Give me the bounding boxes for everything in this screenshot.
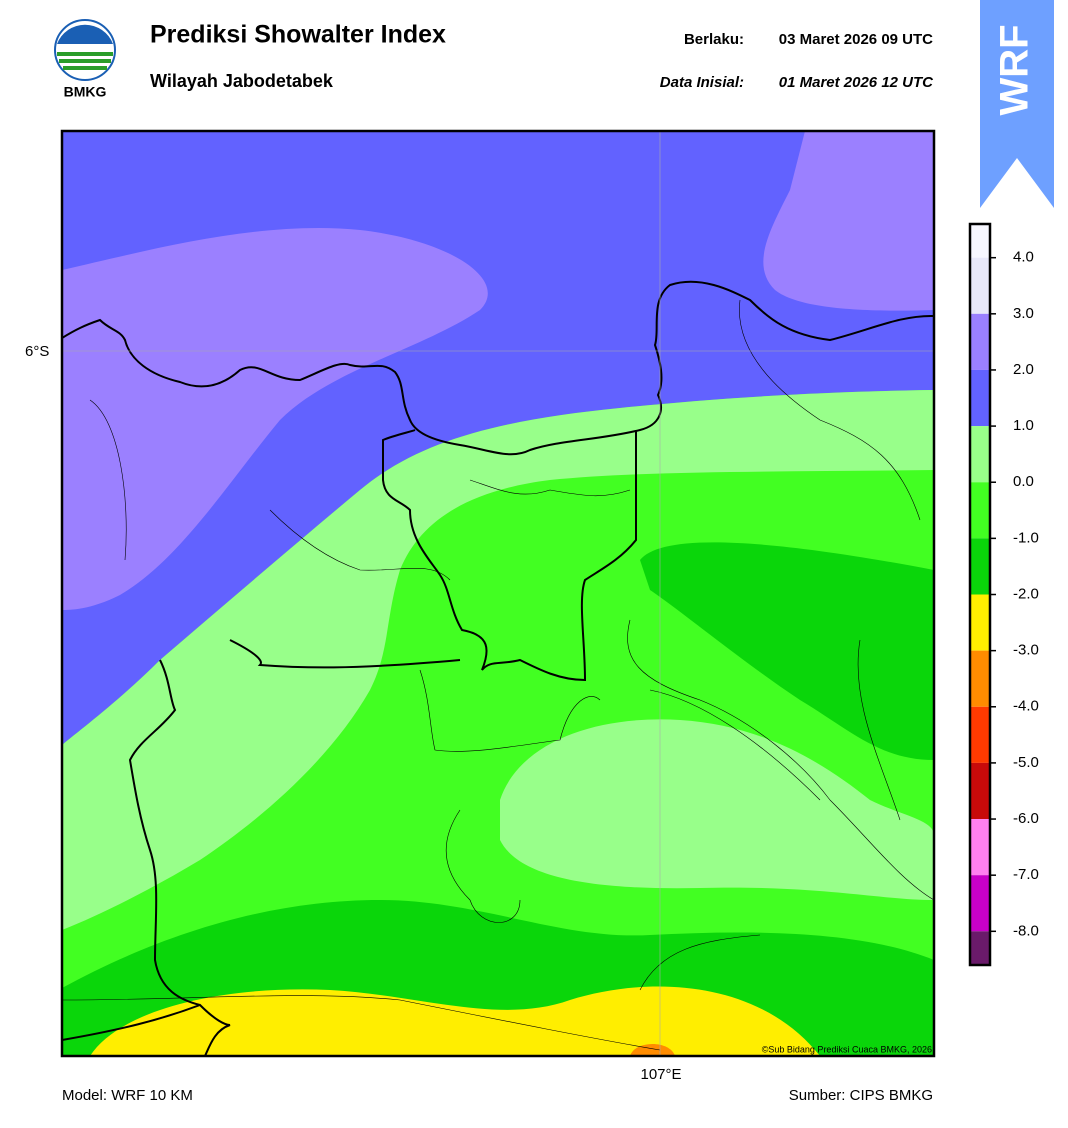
colorbar-tick-label: -4.0 <box>1013 698 1039 715</box>
colorbar-band <box>970 257 990 314</box>
title: Prediksi Showalter Index <box>150 21 446 49</box>
colorbar-tick-label: 1.0 <box>1013 417 1034 434</box>
colorbar-tick-label: -6.0 <box>1013 810 1039 827</box>
colorbar-band <box>970 819 990 876</box>
map-field <box>62 131 934 1056</box>
colorbar-band <box>970 594 990 651</box>
logo: BMKG <box>54 19 116 100</box>
colorbar-tick-label: 4.0 <box>1013 249 1034 266</box>
init-label: Data Inisial: <box>660 74 744 91</box>
valid-time: 03 Maret 2026 09 UTC <box>779 31 933 48</box>
init-time: 01 Maret 2026 12 UTC <box>779 74 934 91</box>
footer-model: Model: WRF 10 KM <box>62 1087 193 1104</box>
colorbar-tick-label: -1.0 <box>1013 529 1039 546</box>
credit: ©Sub Bidang Prediksi Cuaca BMKG, 2026 <box>762 1044 932 1054</box>
colorbar-band <box>970 650 990 707</box>
colorbar-tick-label: 0.0 <box>1013 473 1034 490</box>
lon-label: 107°E <box>640 1066 681 1083</box>
map-frame <box>60 129 936 1058</box>
colorbar-tick-label: -2.0 <box>1013 585 1039 602</box>
colorbar-tick-label: -7.0 <box>1013 866 1039 883</box>
colorbar-band <box>970 313 990 370</box>
colorbar-tick-label: 2.0 <box>1013 361 1034 378</box>
colorbar-band <box>970 706 990 763</box>
colorbar-tick-label: -5.0 <box>1013 754 1039 771</box>
colorbar-band <box>970 875 990 932</box>
valid-label: Berlaku: <box>684 31 744 48</box>
colorbar-tick-label: -8.0 <box>1013 922 1039 939</box>
footer-source: Sumber: CIPS BMKG <box>789 1087 933 1104</box>
colorbar-band <box>970 762 990 820</box>
colorbar-band <box>970 931 990 965</box>
model-badge: WRF <box>980 0 1054 208</box>
logo-text: BMKG <box>64 84 107 100</box>
colorbar-band <box>970 369 990 427</box>
colorbar-tick-label: -3.0 <box>1013 642 1039 659</box>
badge-text: WRF <box>993 24 1037 115</box>
colorbar-band <box>970 224 990 258</box>
subtitle: Wilayah Jabodetabek <box>150 71 334 91</box>
colorbar-band <box>970 482 990 539</box>
colorbar-band <box>970 426 990 483</box>
lat-label: 6°S <box>25 343 49 360</box>
colorbar-band <box>970 538 990 595</box>
colorbar: 4.0 3.0 2.0 1.0 0.0 -1.0 -2.0 -3.0 -4.0 -5.0 -6.0 -… <box>968 222 1039 967</box>
colorbar-tick-label: 3.0 <box>1013 305 1034 322</box>
